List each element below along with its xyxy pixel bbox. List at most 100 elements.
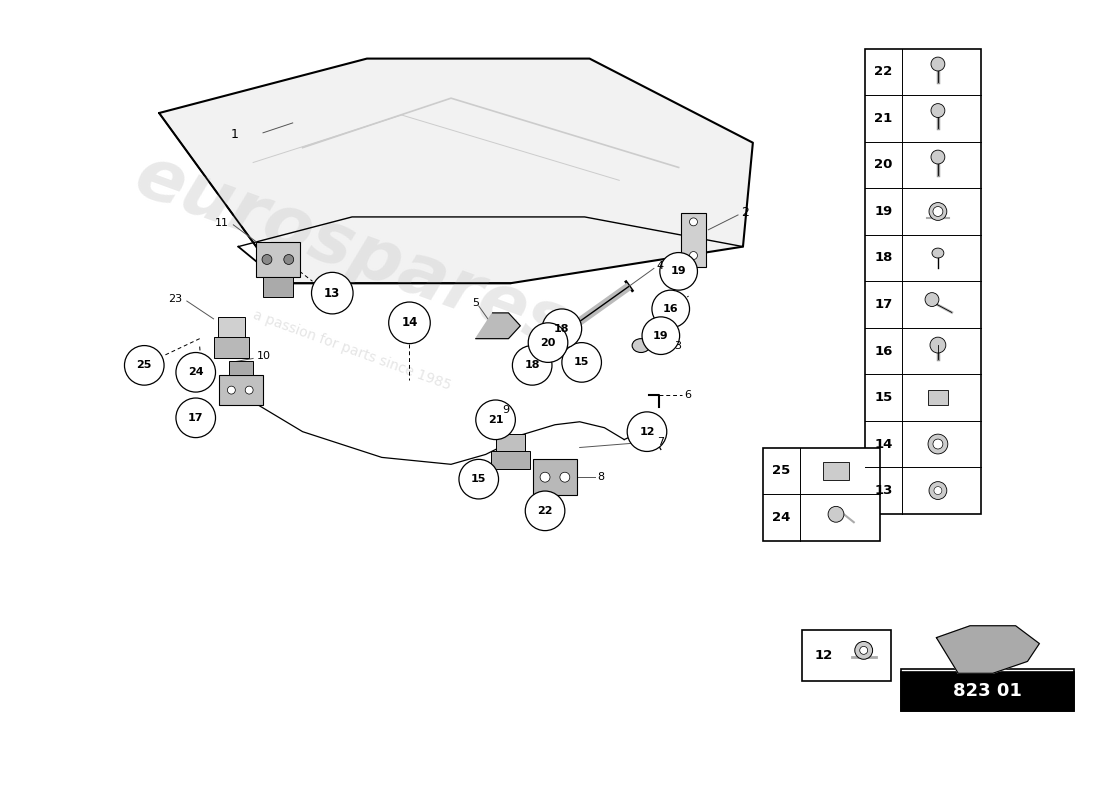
- Circle shape: [660, 253, 697, 290]
- Text: 19: 19: [671, 266, 686, 276]
- Text: 6: 6: [684, 390, 692, 400]
- Text: 10: 10: [257, 351, 271, 362]
- Text: a passion for parts since 1985: a passion for parts since 1985: [251, 308, 453, 393]
- FancyBboxPatch shape: [230, 362, 253, 375]
- Text: 18: 18: [525, 360, 540, 370]
- Circle shape: [528, 323, 568, 362]
- FancyBboxPatch shape: [823, 462, 849, 480]
- Circle shape: [855, 642, 872, 659]
- Circle shape: [934, 486, 942, 494]
- FancyBboxPatch shape: [213, 337, 250, 358]
- FancyBboxPatch shape: [534, 459, 576, 495]
- FancyBboxPatch shape: [928, 390, 948, 406]
- Polygon shape: [936, 626, 1040, 674]
- Text: 22: 22: [537, 506, 553, 516]
- Text: 1: 1: [230, 128, 239, 142]
- Text: 16: 16: [663, 304, 679, 314]
- FancyBboxPatch shape: [762, 447, 880, 541]
- Circle shape: [459, 459, 498, 499]
- Text: 22: 22: [874, 66, 892, 78]
- FancyBboxPatch shape: [865, 49, 981, 514]
- Text: 5: 5: [472, 298, 480, 308]
- Polygon shape: [160, 58, 752, 283]
- Circle shape: [176, 353, 216, 392]
- FancyBboxPatch shape: [496, 434, 526, 454]
- Circle shape: [562, 342, 602, 382]
- Text: 13: 13: [874, 484, 893, 497]
- Text: 23: 23: [168, 294, 182, 304]
- Text: 11: 11: [214, 218, 229, 228]
- Text: 20: 20: [540, 338, 556, 348]
- Text: 3: 3: [673, 341, 681, 350]
- Circle shape: [931, 150, 945, 164]
- Circle shape: [642, 317, 680, 354]
- Text: 21: 21: [487, 414, 504, 425]
- Circle shape: [930, 202, 947, 220]
- Text: 16: 16: [874, 345, 893, 358]
- FancyBboxPatch shape: [263, 278, 293, 297]
- Text: 9: 9: [502, 405, 509, 415]
- Circle shape: [245, 386, 253, 394]
- Circle shape: [931, 104, 945, 118]
- FancyBboxPatch shape: [491, 451, 530, 470]
- Text: 24: 24: [188, 367, 204, 378]
- Text: eurospares: eurospares: [125, 141, 579, 362]
- Text: 12: 12: [639, 426, 654, 437]
- Circle shape: [560, 472, 570, 482]
- Circle shape: [284, 254, 294, 265]
- Text: 14: 14: [874, 438, 893, 450]
- FancyBboxPatch shape: [901, 669, 1075, 710]
- Circle shape: [627, 412, 667, 451]
- Text: 25: 25: [136, 360, 152, 370]
- Circle shape: [476, 400, 516, 439]
- Circle shape: [388, 302, 430, 343]
- Text: 2: 2: [741, 206, 749, 219]
- Text: 19: 19: [874, 205, 892, 218]
- Circle shape: [513, 346, 552, 385]
- Polygon shape: [476, 313, 520, 338]
- Circle shape: [690, 251, 697, 259]
- Text: 823 01: 823 01: [954, 682, 1022, 700]
- Circle shape: [860, 646, 868, 654]
- Text: 4: 4: [657, 262, 664, 271]
- Text: 13: 13: [324, 286, 340, 300]
- FancyBboxPatch shape: [256, 242, 299, 278]
- Text: 25: 25: [772, 464, 791, 478]
- Circle shape: [526, 491, 564, 530]
- Text: 24: 24: [772, 510, 791, 524]
- Text: 18: 18: [874, 251, 893, 265]
- FancyBboxPatch shape: [901, 672, 1075, 710]
- Text: 20: 20: [874, 158, 893, 171]
- Circle shape: [933, 206, 943, 217]
- Text: 8: 8: [597, 472, 605, 482]
- Circle shape: [124, 346, 164, 385]
- Text: 21: 21: [874, 112, 892, 125]
- Circle shape: [690, 218, 697, 226]
- Text: 19: 19: [653, 330, 669, 341]
- Circle shape: [311, 272, 353, 314]
- Text: 17: 17: [874, 298, 892, 311]
- Text: 17: 17: [188, 413, 204, 423]
- Text: 15: 15: [874, 391, 892, 404]
- Circle shape: [930, 482, 947, 499]
- Circle shape: [933, 439, 943, 449]
- Text: 15: 15: [471, 474, 486, 484]
- Ellipse shape: [932, 248, 944, 258]
- Text: 14: 14: [402, 316, 418, 330]
- FancyBboxPatch shape: [802, 630, 891, 681]
- Circle shape: [176, 398, 216, 438]
- Circle shape: [928, 434, 948, 454]
- Text: 12: 12: [814, 649, 833, 662]
- Circle shape: [540, 472, 550, 482]
- Text: 7: 7: [657, 437, 664, 446]
- Text: 15: 15: [574, 358, 590, 367]
- Circle shape: [542, 309, 582, 349]
- Circle shape: [930, 337, 946, 353]
- Circle shape: [652, 290, 690, 328]
- Circle shape: [931, 57, 945, 71]
- Text: 18: 18: [554, 324, 570, 334]
- Circle shape: [228, 386, 235, 394]
- FancyBboxPatch shape: [681, 213, 706, 267]
- FancyBboxPatch shape: [218, 317, 245, 338]
- Circle shape: [262, 254, 272, 265]
